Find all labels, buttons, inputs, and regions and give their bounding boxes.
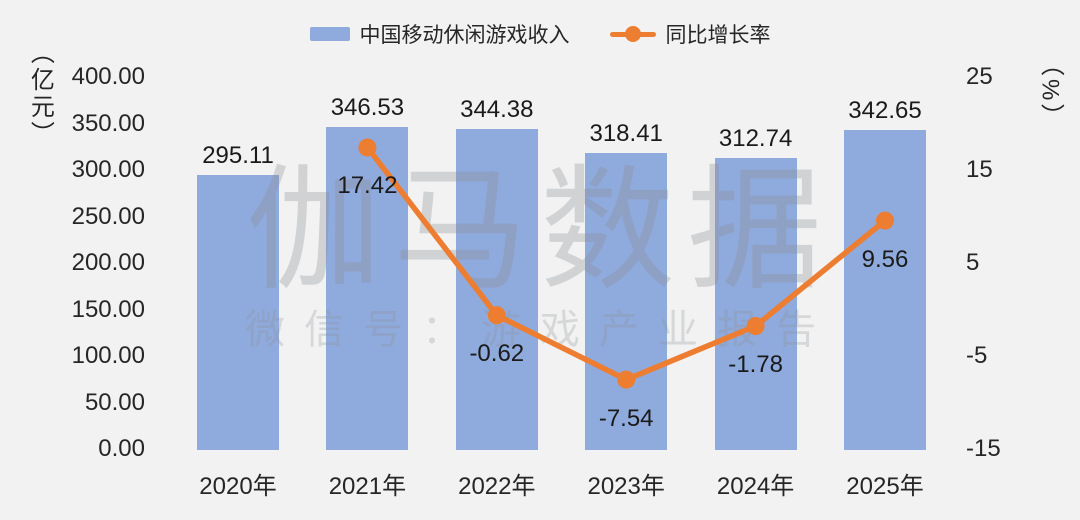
bar-value-label: 346.53 <box>330 93 405 121</box>
line-swatch-dot <box>624 26 641 42</box>
bar-value-label: 344.38 <box>460 95 534 123</box>
x-axis-label: 2021年 <box>328 473 407 500</box>
bar <box>197 174 279 450</box>
growth-value-label: 17.42 <box>337 172 398 200</box>
growth-value-label: -0.62 <box>469 340 525 368</box>
growth-value-label: 9.56 <box>861 245 909 273</box>
x-axis-label: 2020年 <box>199 473 277 500</box>
growth-value-label: -7.54 <box>598 404 654 432</box>
bar-value-label: 295.11 <box>202 141 274 169</box>
left-axis-tick: 50.00 <box>84 388 145 416</box>
left-axis-tick: 0.00 <box>98 435 145 462</box>
bar <box>455 128 538 450</box>
right-axis-tick: -5 <box>966 342 988 369</box>
x-axis-label: 2023年 <box>587 473 665 500</box>
left-axis-title: （亿元） <box>26 40 54 148</box>
legend: 中国移动休闲游戏收入 同比增长率 <box>0 20 1080 48</box>
left-axis-tick: 300.00 <box>71 156 145 183</box>
left-axis-tick: 150.00 <box>71 295 145 323</box>
right-axis-title: （%） <box>1036 52 1064 131</box>
right-axis-tick: -15 <box>966 435 1001 462</box>
bar-value-label: 318.41 <box>589 120 663 148</box>
left-axis-tick: 250.00 <box>71 202 145 230</box>
legend-item-revenue: 中国移动休闲游戏收入 <box>309 19 570 49</box>
left-axis-tick: 100.00 <box>71 342 145 369</box>
bar <box>844 130 926 450</box>
bar <box>714 158 797 450</box>
right-axis-tick: 5 <box>966 249 980 276</box>
x-axis-label: 2024年 <box>716 473 795 500</box>
legend-label-growth: 同比增长率 <box>665 24 771 47</box>
line-dot-swatch-icon <box>609 25 656 43</box>
left-axis-tick: 350.00 <box>71 109 145 137</box>
growth-value-label: -1.78 <box>728 351 783 379</box>
x-axis-label: 2022年 <box>458 473 536 500</box>
right-axis-tick: 25 <box>966 63 993 90</box>
x-axis-label: 2025年 <box>846 473 924 500</box>
left-axis-tick: 200.00 <box>71 249 145 276</box>
bar-swatch-icon <box>309 27 350 41</box>
legend-label-revenue: 中国移动休闲游戏收入 <box>359 24 570 47</box>
right-axis-tick: 15 <box>966 156 993 183</box>
bar-value-label: 342.65 <box>848 97 922 125</box>
legend-item-growth: 同比增长率 <box>609 19 771 49</box>
left-axis-tick: 400.00 <box>71 63 145 90</box>
bar-value-label: 312.74 <box>718 125 793 153</box>
